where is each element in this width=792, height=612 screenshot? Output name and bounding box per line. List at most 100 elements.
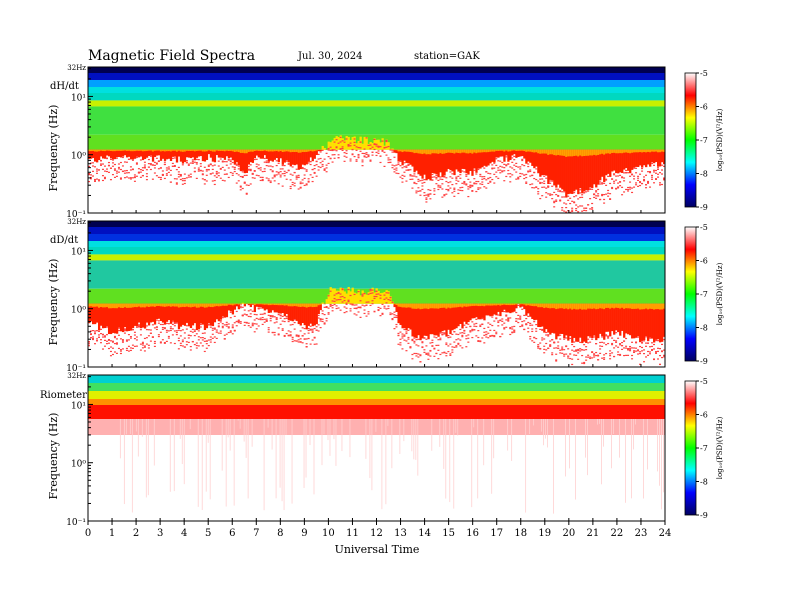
spectrum-speck: [111, 165, 114, 167]
spectrum-column: [479, 303, 482, 320]
spectrum-column: [639, 149, 642, 166]
spectrum-speck: [505, 156, 508, 158]
spectrum-speck: [469, 330, 472, 332]
spectrum-speck: [249, 316, 252, 318]
spectrum-column: [275, 149, 278, 151]
spectrum-column: [659, 149, 662, 153]
spectrum-speck: [637, 175, 640, 177]
spectrum-column: [195, 303, 199, 331]
spectrum-speck: [317, 317, 320, 319]
spectrum-column: [567, 149, 570, 195]
spectrum-speck: [569, 357, 572, 360]
spectrum-speck: [627, 186, 630, 189]
spectrum-speck: [241, 171, 244, 173]
spectrum-column: [557, 149, 560, 185]
spectrum-column: [543, 149, 546, 176]
spectrum-column: [451, 149, 454, 153]
spectrum-speck: [657, 358, 660, 360]
spectrum-column: [127, 149, 131, 157]
spectrum-speck: [459, 332, 462, 334]
spectrum-speck: [325, 152, 328, 154]
spectrum-column: [219, 149, 223, 158]
spectrum-speck: [619, 185, 622, 187]
spectrum-speck: [589, 208, 592, 210]
spectrum-speck: [315, 175, 318, 177]
spectrum-speck: [397, 172, 400, 175]
spectrum-column: [615, 149, 618, 174]
spectrum-column: [299, 303, 302, 326]
spectrum-speck: [127, 334, 130, 336]
spectrum-column: [523, 149, 526, 152]
spectrum-speck: [529, 169, 532, 171]
spectrum-column: [147, 149, 151, 151]
spectrum-column: [561, 303, 564, 309]
spectrum-speck: [453, 331, 456, 333]
spectrum-column: [657, 303, 660, 310]
spectrum-speck: [177, 171, 180, 173]
spectrum-column: [345, 293, 348, 304]
spectrum-speck: [123, 328, 126, 330]
spectrum-column: [295, 303, 298, 307]
spectrum-speck: [349, 160, 352, 162]
spectrum-streak: [207, 419, 209, 443]
spectrum-speck: [233, 315, 236, 317]
spectrum-column: [171, 303, 175, 307]
spectrum-speck: [101, 179, 104, 182]
spectrum-speck: [373, 295, 376, 298]
spectrum-speck: [299, 330, 302, 332]
spectrum-speck: [523, 177, 526, 180]
spectrum-column: [199, 303, 203, 307]
spectrum-speck: [381, 303, 384, 305]
spectrum-speck: [113, 176, 116, 178]
spectrum-column: [133, 149, 137, 159]
spectrum-column: [161, 149, 165, 152]
spectrum-speck: [471, 190, 474, 192]
x-tick-label: 14: [418, 528, 431, 539]
spectrum-column: [425, 303, 428, 336]
spectrum-speck: [283, 170, 286, 172]
spectrum-speck: [477, 340, 480, 342]
spectrum-column: [585, 303, 588, 310]
spectrum-column: [661, 149, 664, 152]
spectrum-speck: [127, 172, 130, 174]
spectrum-column: [455, 149, 458, 153]
spectrum-column: [619, 303, 622, 309]
spectrum-speck: [355, 160, 358, 162]
spectrum-speck: [137, 324, 140, 326]
spectrum-speck: [631, 173, 634, 175]
spectrum-column: [137, 303, 141, 307]
spectrum-column: [593, 149, 596, 155]
spectrum-speck: [483, 331, 486, 333]
spectrum-column: [297, 303, 300, 307]
spectrum-column: [227, 149, 231, 159]
spectrum-speck: [215, 173, 218, 175]
spectrum-speck: [469, 184, 472, 186]
spectrum-speck: [313, 343, 316, 345]
spectrum-speck: [331, 161, 334, 163]
spectrum-speck: [451, 183, 454, 186]
spectrum-column: [413, 149, 416, 154]
spectrum-speck: [557, 341, 560, 343]
spectrum-speck: [221, 325, 224, 327]
spectrum-speck: [451, 351, 454, 353]
spectrum-column: [657, 149, 660, 153]
spectrum-speck: [99, 333, 102, 335]
spectrum-speck: [111, 353, 114, 356]
spectrum-speck: [175, 178, 178, 180]
spectrum-speck: [425, 345, 428, 347]
spectrum-speck: [477, 340, 480, 342]
spectrum-column: [411, 149, 414, 153]
spectrum-speck: [623, 172, 626, 174]
spectrum-speck: [401, 335, 404, 337]
spectrum-speck: [159, 178, 162, 181]
spectrum-column: [101, 303, 105, 308]
spectrum-speck: [521, 159, 524, 162]
spectrum-column: [509, 303, 512, 306]
spectrum-speck: [621, 348, 624, 351]
spectrum-speck: [181, 345, 184, 347]
spectrum-column: [285, 303, 288, 306]
spectrum-speck: [577, 349, 580, 352]
spectrum-column: [163, 149, 167, 161]
spectrum-speck: [519, 172, 522, 175]
spectrum-speck: [405, 165, 408, 167]
